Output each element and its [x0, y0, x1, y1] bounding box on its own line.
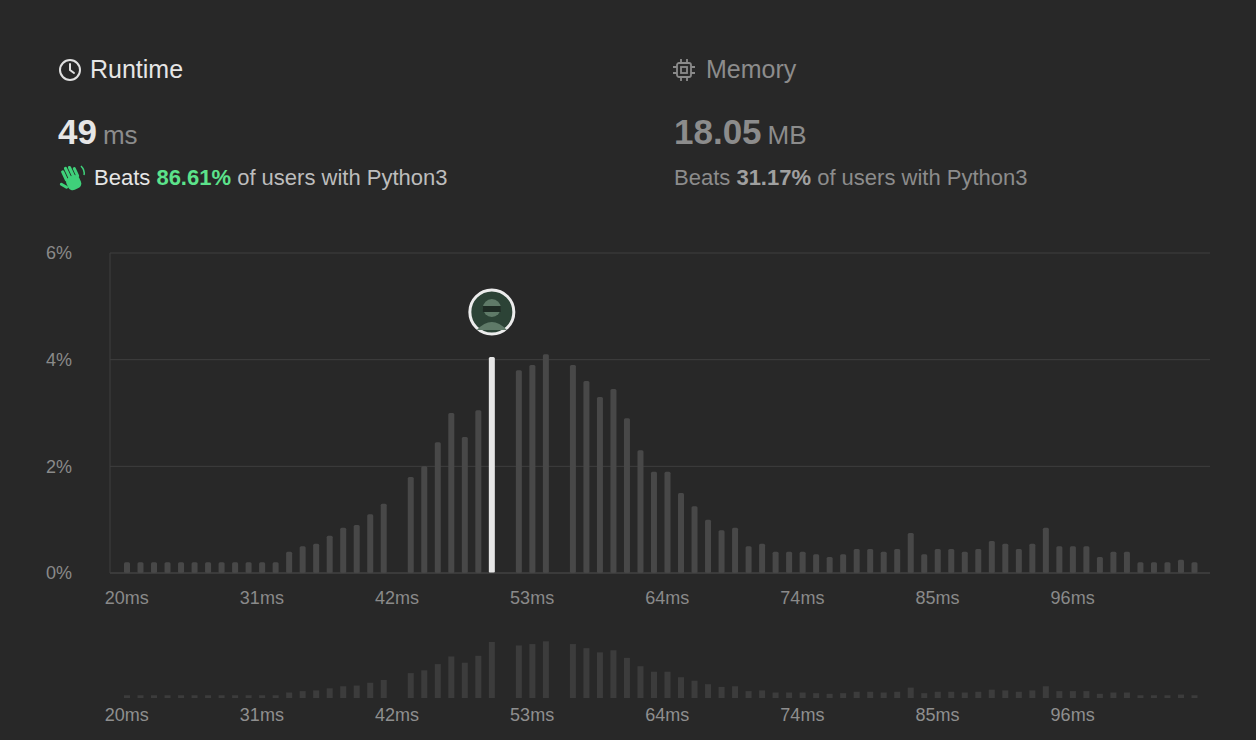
svg-text:31ms: 31ms: [240, 588, 284, 608]
html-text:Memory: Memory: [706, 55, 797, 83]
html-text:18.05 MB: 18.05 MB: [674, 112, 807, 151]
svg-text:42ms: 42ms: [375, 588, 419, 608]
svg-text:2%: 2%: [46, 457, 72, 477]
svg-text:96ms: 96ms: [1051, 588, 1095, 608]
svg-text:20ms: 20ms: [105, 705, 149, 725]
svg-text:64ms: 64ms: [645, 588, 689, 608]
svg-text:53ms: 53ms: [510, 588, 554, 608]
svg-text:85ms: 85ms: [915, 705, 959, 725]
svg-text:74ms: 74ms: [780, 705, 824, 725]
svg-text:6%: 6%: [46, 243, 72, 263]
svg-text:4%: 4%: [46, 350, 72, 370]
svg-text:96ms: 96ms: [1051, 705, 1095, 725]
svg-text:20ms: 20ms: [105, 588, 149, 608]
html-text:49 ms: 49 ms: [58, 112, 138, 151]
html-text:Beats 86.61% of users with Pyt: Beats 86.61% of users with Python3: [94, 165, 448, 190]
svg-text:53ms: 53ms: [510, 705, 554, 725]
svg-text:74ms: 74ms: [780, 588, 824, 608]
svg-text:31ms: 31ms: [240, 705, 284, 725]
html-text:Beats 31.17% of users with Pyt: Beats 31.17% of users with Python3: [674, 165, 1028, 190]
svg-text:0%: 0%: [46, 563, 72, 583]
svg-text:64ms: 64ms: [645, 705, 689, 725]
svg-text:85ms: 85ms: [915, 588, 959, 608]
svg-text:42ms: 42ms: [375, 705, 419, 725]
html-text:Runtime: Runtime: [90, 55, 184, 83]
